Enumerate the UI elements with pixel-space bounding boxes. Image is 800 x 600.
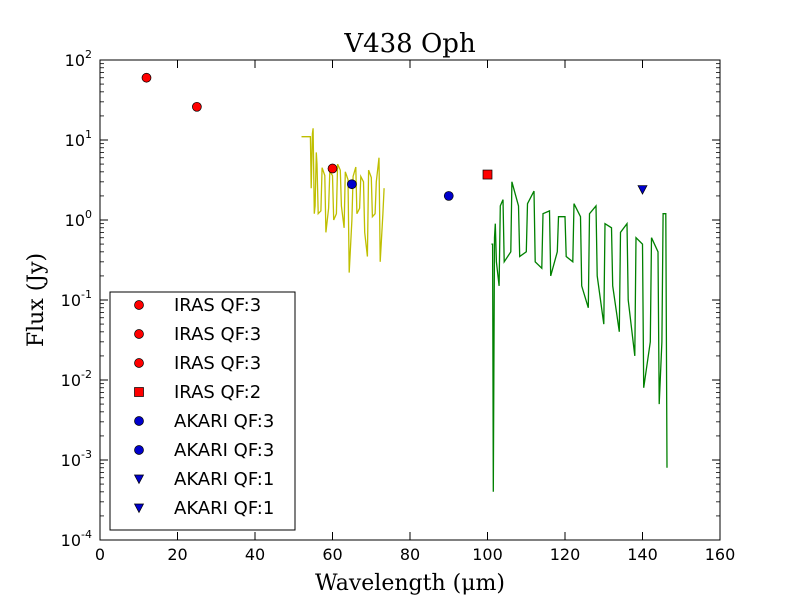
x-tick-label: 60 (322, 545, 342, 564)
data-point-3 (327, 163, 338, 174)
y-tick-label: 100 (65, 208, 92, 230)
legend-marker-2 (134, 329, 144, 339)
y-tick-label: 10-3 (61, 448, 92, 470)
legend-marker-5 (134, 416, 144, 426)
legend-marker-4 (134, 387, 144, 397)
y-tick-label: 10-1 (61, 288, 92, 310)
legend: IRAS QF:3 IRAS QF:3 IRAS QF:3 IRAS QF:2 AKAR… (109, 291, 296, 531)
legend-label-6: AKARI QF:3 (174, 440, 274, 461)
legend-marker-3 (134, 358, 144, 368)
x-tick-label: 140 (627, 545, 658, 564)
x-tick-label: 20 (167, 545, 187, 564)
y-tick-label: 10-2 (61, 368, 92, 390)
chart-title: V438 Oph (343, 29, 476, 59)
x-tick-label: 160 (705, 545, 736, 564)
legend-marker-1 (134, 300, 144, 310)
data-point-7 (637, 185, 648, 195)
legend-marker-7 (133, 474, 145, 485)
data-points (141, 72, 648, 201)
y-axis-ticks: 10-4 10-3 10-2 10-1 100 101 102 (61, 48, 720, 550)
spectrum-line-2 (491, 181, 668, 492)
x-tick-label: 0 (95, 545, 105, 564)
y-tick-label: 101 (65, 128, 92, 150)
x-tick-label: 100 (472, 545, 503, 564)
spectra (301, 128, 668, 492)
legend-label-1: IRAS QF:3 (174, 295, 261, 316)
x-axis-label: Wavelength (μm) (315, 571, 505, 596)
data-point-6 (443, 191, 454, 201)
y-tick-label: 102 (65, 48, 92, 70)
legend-label-3: IRAS QF:3 (174, 353, 261, 374)
legend-label-7: AKARI QF:1 (174, 469, 274, 490)
y-tick-label: 10-4 (61, 528, 92, 550)
y-axis-label: Flux (Jy) (24, 253, 49, 347)
data-point-2 (192, 101, 202, 112)
legend-marker-6 (134, 445, 144, 455)
legend-label-4: IRAS QF:2 (174, 382, 261, 403)
data-point-5 (347, 179, 357, 190)
data-point-4 (482, 169, 493, 180)
spectrum-line-1 (301, 128, 385, 273)
x-tick-label: 40 (245, 545, 265, 564)
x-axis-ticks: 0 20 40 60 80 100 120 140 160 (95, 60, 735, 564)
legend-label-5: AKARI QF:3 (174, 411, 274, 432)
x-tick-label: 80 (400, 545, 420, 564)
legend-marker-8 (133, 503, 145, 514)
legend-label-2: IRAS QF:3 (174, 324, 261, 345)
legend-label-8: AKARI QF:1 (174, 498, 274, 519)
x-tick-label: 120 (550, 545, 581, 564)
data-point-1 (141, 72, 152, 83)
